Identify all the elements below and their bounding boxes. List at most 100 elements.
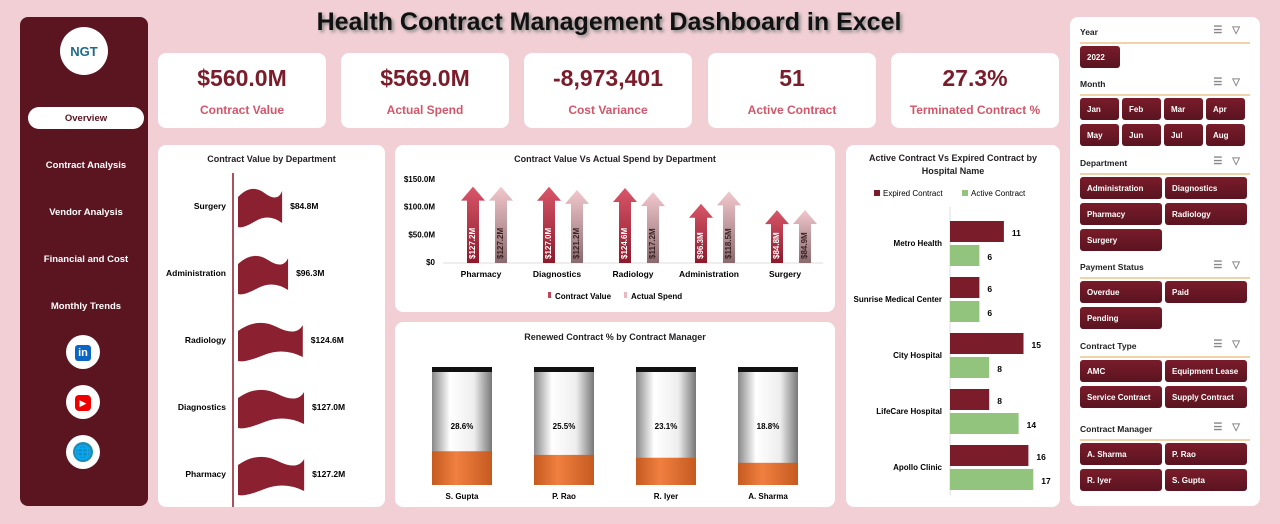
category-label: Radiology xyxy=(612,269,653,279)
bar xyxy=(489,186,513,263)
slicer-item[interactable]: Jun xyxy=(1122,124,1161,146)
slicer-item[interactable]: Service Contract xyxy=(1080,386,1162,408)
category-label: S. Gupta xyxy=(446,492,479,501)
slicer-item[interactable]: Jul xyxy=(1164,124,1203,146)
category-label: Apollo Clinic xyxy=(893,463,942,472)
slicer-title: Contract Type xyxy=(1080,341,1137,351)
bar xyxy=(461,186,485,263)
nav-monthly-trends[interactable]: Monthly Trends xyxy=(50,300,122,312)
bar xyxy=(689,203,713,263)
data-label: $124.6M xyxy=(620,228,629,259)
youtube-icon: ▶ xyxy=(74,393,92,411)
slicer-item[interactable]: Surgery xyxy=(1080,229,1162,251)
bar xyxy=(238,188,283,228)
kpi-value: 51 xyxy=(779,65,805,91)
data-label: $127.0M xyxy=(312,402,345,412)
bar xyxy=(641,192,665,263)
multi-select-icon[interactable]: ☰ xyxy=(1213,422,1233,433)
bar xyxy=(950,333,1024,354)
slicer-item[interactable]: Diagnostics xyxy=(1165,177,1247,199)
bar xyxy=(238,389,305,429)
slicer-header: Month ☰▽ xyxy=(1080,77,1250,96)
data-label: 6 xyxy=(987,308,992,318)
chart-contract-value-by-department: Contract Value by Department Surgery $84.… xyxy=(158,145,385,507)
legend-label: Active Contract xyxy=(971,189,1026,198)
bar xyxy=(432,451,492,485)
clear-filter-icon[interactable]: ▽ xyxy=(1232,339,1250,350)
multi-select-icon[interactable]: ☰ xyxy=(1213,339,1233,350)
slicer-item[interactable]: Feb xyxy=(1122,98,1161,120)
slicer-item[interactable]: S. Gupta xyxy=(1165,469,1247,491)
nav-financial-and-cost[interactable]: Financial and Cost xyxy=(43,253,129,265)
bar xyxy=(565,189,589,263)
bar xyxy=(613,188,637,263)
clear-filter-icon[interactable]: ▽ xyxy=(1232,77,1250,88)
slicer-item[interactable]: Pharmacy xyxy=(1080,203,1162,225)
slicer-item[interactable]: Supply Contract xyxy=(1165,386,1247,408)
clear-filter-icon[interactable]: ▽ xyxy=(1232,25,1250,36)
slicer-item[interactable]: R. Iyer xyxy=(1080,469,1162,491)
slicer-item[interactable]: AMC xyxy=(1080,360,1162,382)
slicer-item[interactable]: A. Sharma xyxy=(1080,443,1162,465)
kpi-card: -8,973,401 Cost Variance xyxy=(524,53,692,128)
slicer-item[interactable]: Mar xyxy=(1164,98,1203,120)
slicer-item[interactable]: Administration xyxy=(1080,177,1162,199)
data-label: $117.2M xyxy=(648,228,657,259)
kpi-label: Contract Value xyxy=(199,103,285,117)
slicer-item[interactable]: Equipment Lease xyxy=(1165,360,1247,382)
data-label: $118.5M xyxy=(724,228,733,259)
category-label: City Hospital xyxy=(893,351,942,360)
slicer-item[interactable]: Overdue xyxy=(1080,281,1162,303)
clear-filter-icon[interactable]: ▽ xyxy=(1232,260,1250,271)
category-label: Pharmacy xyxy=(461,269,502,279)
slicer-item[interactable]: Radiology xyxy=(1165,203,1247,225)
category-label: Pharmacy xyxy=(185,469,226,479)
kpi-value: $569.0M xyxy=(380,65,470,91)
logo: NGT xyxy=(60,27,108,75)
logo-text: NGT xyxy=(70,43,98,59)
nav-vendor-analysis[interactable]: Vendor Analysis xyxy=(49,206,123,218)
slicer-title: Department xyxy=(1080,158,1128,168)
slicer-item[interactable]: Jan xyxy=(1080,98,1119,120)
cylinder-cap xyxy=(534,367,594,372)
bar xyxy=(950,389,990,410)
linkedin-button[interactable]: in xyxy=(66,335,100,369)
multi-select-icon[interactable]: ☰ xyxy=(1213,25,1233,36)
multi-select-icon[interactable]: ☰ xyxy=(1213,260,1233,271)
multi-select-icon[interactable]: ☰ xyxy=(1213,77,1233,88)
bar xyxy=(950,245,980,266)
slicer-item[interactable]: May xyxy=(1080,124,1119,146)
slicer-item[interactable]: 2022 xyxy=(1080,46,1120,68)
data-label: 23.1% xyxy=(655,422,678,431)
category-label: P. Rao xyxy=(552,492,576,501)
category-label: A. Sharma xyxy=(748,492,788,501)
data-label: 11 xyxy=(1012,228,1021,238)
chart-title: Active Contract Vs Expired Contract by H… xyxy=(868,153,1038,176)
cylinder-cap xyxy=(636,367,696,372)
data-label: 28.6% xyxy=(451,422,474,431)
slicer-item[interactable]: Apr xyxy=(1206,98,1245,120)
nav-contract-analysis[interactable]: Contract Analysis xyxy=(45,159,127,171)
youtube-button[interactable]: ▶ xyxy=(66,385,100,419)
category-label: Administration xyxy=(166,268,226,278)
category-label: LifeCare Hospital xyxy=(876,407,942,416)
category-label: Radiology xyxy=(185,335,226,345)
slicer-item[interactable]: Pending xyxy=(1080,307,1162,329)
multi-select-icon[interactable]: ☰ xyxy=(1213,156,1233,167)
slicer-item[interactable]: Paid xyxy=(1165,281,1247,303)
data-label: $84.8M xyxy=(772,232,781,259)
slicer-item[interactable]: Aug xyxy=(1206,124,1245,146)
bar xyxy=(238,255,289,295)
nav-overview[interactable]: Overview xyxy=(28,107,144,129)
globe-button[interactable]: 🌐 xyxy=(66,435,100,469)
kpi-card: $560.0M Contract Value xyxy=(158,53,326,128)
slicer-header: Contract Manager ☰▽ xyxy=(1080,422,1250,441)
clear-filter-icon[interactable]: ▽ xyxy=(1232,156,1250,167)
slicer-item[interactable]: P. Rao xyxy=(1165,443,1247,465)
slicer-panel: Year ☰▽ 2022 Month ☰▽ Jan Feb Mar Apr May Jun Jul Au… xyxy=(1070,17,1260,506)
clear-filter-icon[interactable]: ▽ xyxy=(1232,422,1250,433)
kpi-label: Cost Variance xyxy=(568,103,648,117)
slicer-header: Department ☰▽ xyxy=(1080,156,1250,175)
data-label: $96.3M xyxy=(296,268,324,278)
linkedin-icon: in xyxy=(75,343,91,361)
